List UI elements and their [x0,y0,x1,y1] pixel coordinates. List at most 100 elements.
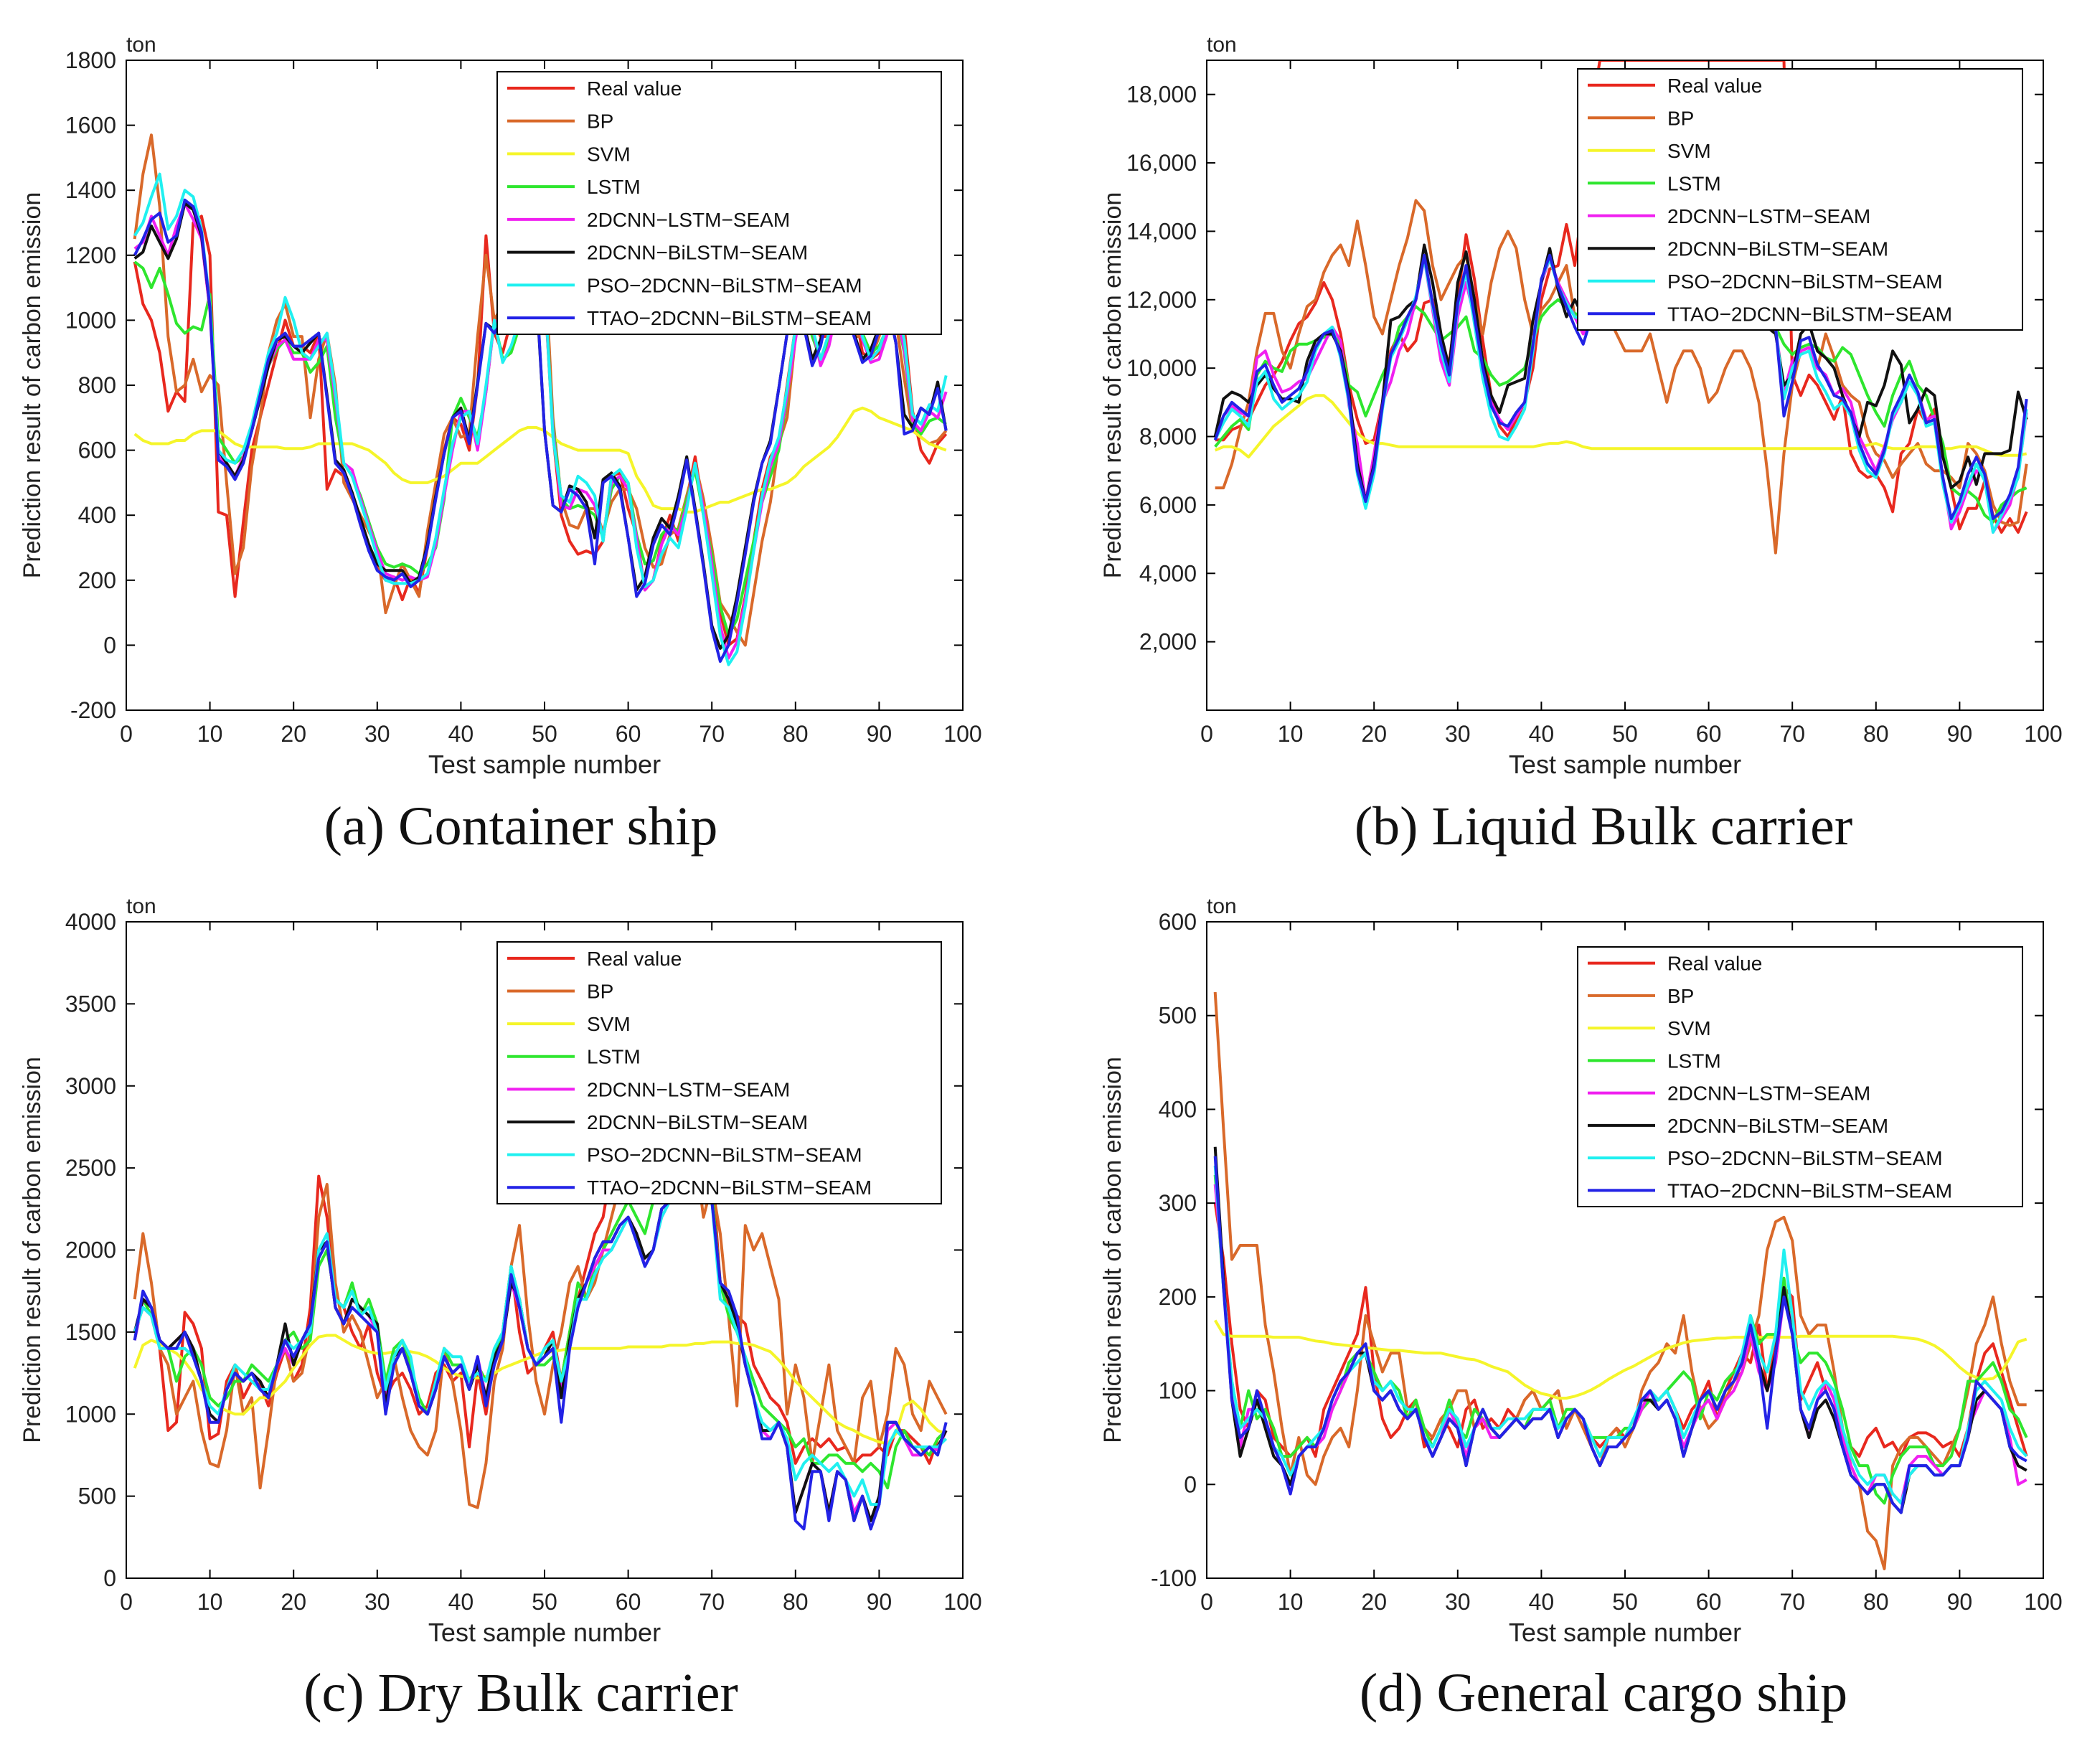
y-tick-label: 200 [78,567,116,593]
y-tick-label: 100 [1159,1378,1197,1404]
y-tick-label: 14,000 [1126,218,1197,244]
legend-label-1: BP [587,110,613,133]
x-tick-label: 70 [699,721,725,747]
y-tick-label: 2,000 [1139,629,1197,655]
legend-box [1577,946,2023,1207]
legend-label-0: Real value [587,948,682,970]
y-tick-label: 0 [103,1565,116,1591]
unit-label: ton [126,895,156,918]
x-tick-label: 20 [1361,721,1387,747]
y-tick-label: 0 [103,632,116,658]
x-tick-label: 90 [1947,721,1973,747]
x-tick-label: 30 [1445,721,1471,747]
legend-label-6: PSO−2DCNN−BiLSTM−SEAM [587,274,862,296]
y-tick-label: 1500 [65,1319,116,1345]
legend-label-0: Real value [587,77,682,100]
y-tick-label: 1800 [65,47,116,73]
legend-label-6: PSO−2DCNN−BiLSTM−SEAM [1667,1147,1943,1169]
legend-label-2: SVM [587,1013,631,1035]
y-tick-label: 1200 [65,242,116,268]
legend-label-5: 2DCNN−BiLSTM−SEAM [587,242,808,264]
legend-label-0: Real value [1667,953,1762,975]
x-tick-label: 100 [943,1589,981,1615]
legend-box [496,71,942,335]
legend-label-2: SVM [1667,1017,1711,1039]
x-tick-label: 20 [1361,1589,1387,1615]
x-tick-label: 20 [281,1589,306,1615]
legend-label-7: TTAO−2DCNN−BiLSTM−SEAM [1667,1179,1952,1202]
y-tick-label: 16,000 [1126,150,1197,176]
legend-label-7: TTAO−2DCNN−BiLSTM−SEAM [587,307,872,329]
y-tick-label: 2500 [65,1155,116,1181]
x-tick-label: 10 [197,721,223,747]
y-tick-label: 1000 [65,307,116,333]
legend-label-5: 2DCNN−BiLSTM−SEAM [1667,237,1888,260]
series-line-1 [133,1150,948,1509]
x-tick-label: 10 [197,1589,223,1615]
x-tick-label: 90 [867,1589,893,1615]
y-axis-label: Prediction result of carbon emission [19,192,46,579]
y-tick-label: -100 [1151,1565,1197,1591]
legend-label-3: LSTM [1667,172,1721,194]
x-tick-label: 90 [1947,1589,1973,1615]
legend-label-2: SVM [587,143,631,165]
panel-caption: (a) Container ship [324,796,718,857]
y-tick-label: 10,000 [1126,355,1197,381]
y-tick-label: 600 [1159,909,1197,935]
x-tick-label: 40 [1529,721,1555,747]
x-tick-label: 50 [1612,721,1638,747]
y-tick-label: 200 [1159,1284,1197,1310]
panel-general-cargo-ship: 0 10 20 30 40 50 60 70 80 90 100-10001002003004005… [1099,895,2063,1723]
x-tick-label: 0 [120,721,133,747]
legend-label-6: PSO−2DCNN−BiLSTM−SEAM [1667,270,1943,293]
x-axis-label: Test sample number [428,750,661,779]
x-tick-label: 80 [1863,721,1889,747]
y-tick-label: 1000 [65,1401,116,1427]
x-tick-label: 30 [1445,1589,1471,1615]
series-line-2 [133,406,947,514]
y-tick-label: 3000 [65,1073,116,1099]
legend-label-1: BP [587,980,613,1002]
x-tick-label: 100 [943,721,981,747]
x-tick-label: 10 [1278,721,1304,747]
legend-label-6: PSO−2DCNN−BiLSTM−SEAM [587,1144,862,1166]
y-tick-label: 2000 [65,1237,116,1263]
x-tick-label: 50 [1612,1589,1638,1615]
y-tick-label: 4000 [65,909,116,935]
x-tick-label: 50 [532,1589,557,1615]
y-tick-label: 500 [1159,1003,1197,1029]
panel-liquid-bulk-carrier: 0 10 20 30 40 50 60 70 80 90 100 2,000 4,000 6,000 8,0… [1099,33,2063,857]
legend-label-5: 2DCNN−BiLSTM−SEAM [1667,1115,1888,1137]
x-axis-label: Test sample number [1509,1618,1741,1647]
y-tick-label: 8,000 [1139,424,1197,450]
x-tick-label: 70 [1779,1589,1805,1615]
x-tick-label: 0 [1200,721,1213,747]
panel-caption: (b) Liquid Bulk carrier [1355,796,1852,857]
x-axis-label: Test sample number [428,1618,661,1647]
legend-label-7: TTAO−2DCNN−BiLSTM−SEAM [1667,303,1952,325]
y-tick-label: 4,000 [1139,560,1197,586]
legend-label-7: TTAO−2DCNN−BiLSTM−SEAM [587,1176,872,1199]
legend-label-1: BP [1667,107,1694,129]
series-line-6 [133,1199,948,1506]
series-lines [1213,991,2028,1570]
y-tick-label: 3500 [65,991,116,1017]
x-tick-label: 40 [448,1589,474,1615]
series-line-3 [1213,1174,2028,1505]
legend-label-4: 2DCNN−LSTM−SEAM [587,1078,790,1100]
x-tick-label: 90 [867,721,893,747]
legend-label-0: Real value [1667,75,1762,97]
x-tick-label: 60 [616,721,641,747]
legend-label-3: LSTM [587,1046,641,1068]
y-tick-label: 0 [1184,1471,1197,1497]
series-line-7 [133,198,948,663]
y-tick-label: 600 [78,438,116,463]
y-tick-label: 12,000 [1126,287,1197,313]
panel-caption: (c) Dry Bulk carrier [303,1663,738,1723]
y-tick-label: 18,000 [1126,82,1197,108]
x-tick-label: 80 [783,1589,809,1615]
series-line-3 [133,1183,948,1490]
legend-label-3: LSTM [587,176,641,198]
y-tick-label: 500 [78,1484,116,1509]
